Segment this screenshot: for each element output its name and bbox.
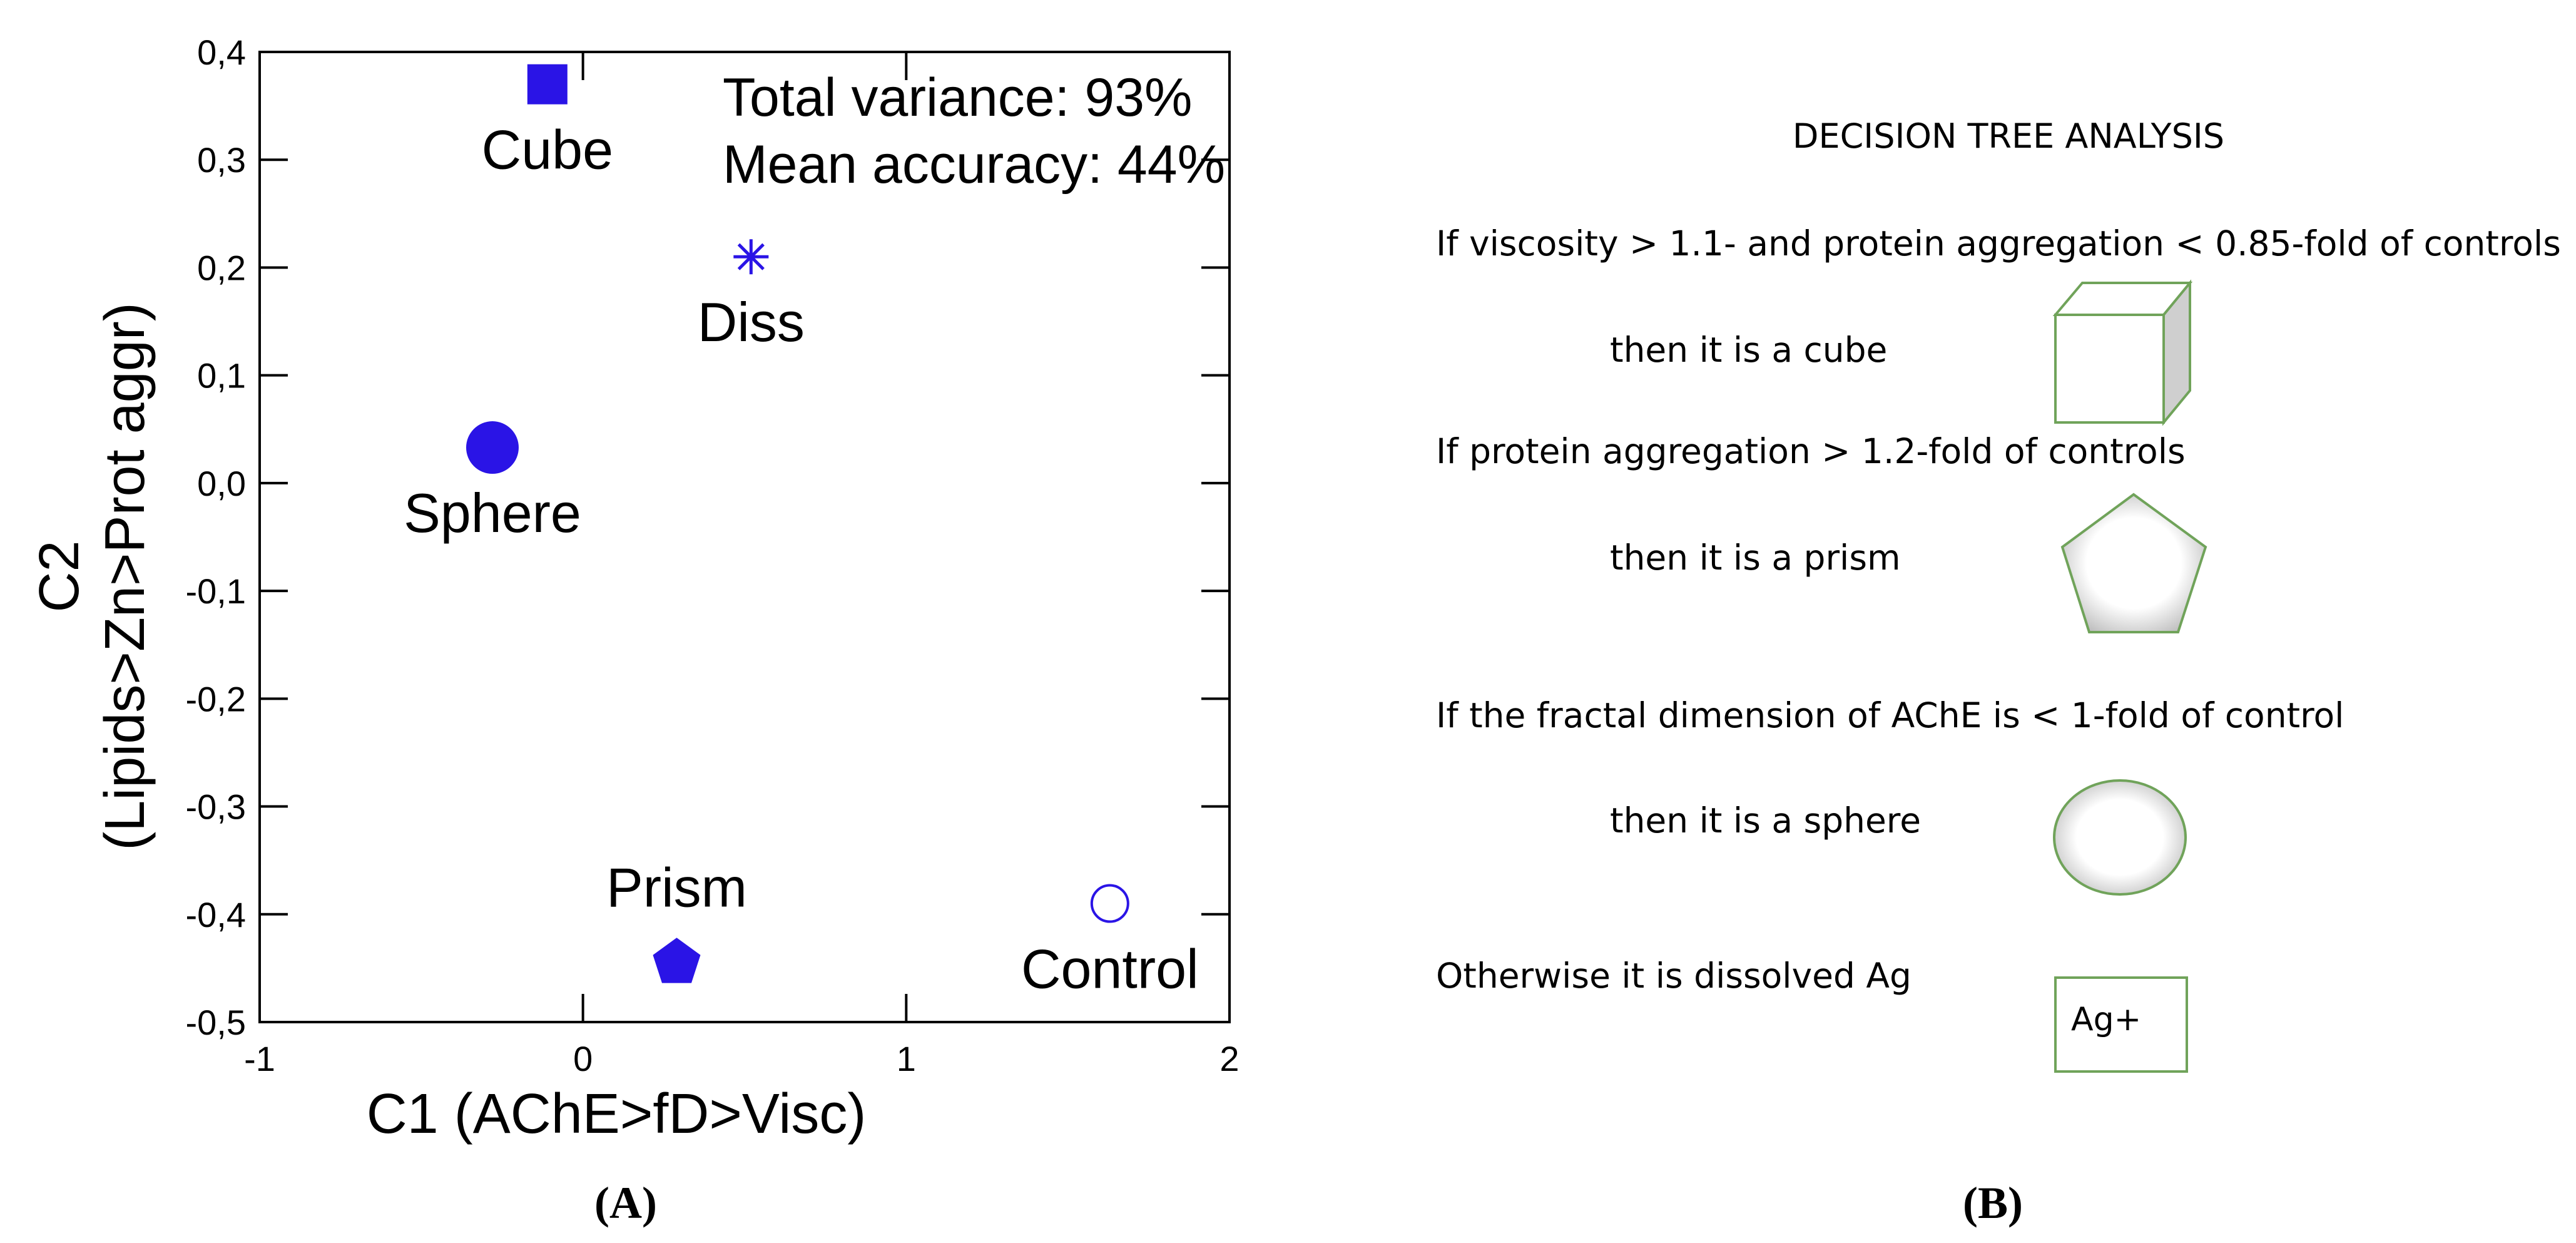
y-tick-label: -0,5: [186, 1003, 247, 1042]
y-tick-label: -0,3: [186, 787, 247, 827]
rule-2-result: then it is a prism: [1610, 538, 1901, 578]
x-tick-label: 0: [573, 1039, 593, 1078]
point-cube-label: Cube: [482, 119, 613, 181]
panel-b-label: (B): [1963, 1178, 2023, 1228]
annotation-mean-accuracy: Mean accuracy: 44%: [723, 135, 1225, 195]
ag-box-label: Ag+: [2071, 1001, 2141, 1038]
point-diss-asterisk-marker: [733, 239, 769, 275]
x-tick-label: 2: [1219, 1039, 1239, 1078]
plot-frame: [258, 51, 1231, 1023]
panel-a-label: (A): [594, 1178, 657, 1228]
x-tick-label: 1: [897, 1039, 916, 1078]
rule-1-condition: If viscosity > 1.1- and protein aggregat…: [1436, 223, 2561, 263]
x-axis: -1 0 1 2: [244, 52, 1240, 1078]
decision-tree-panel: DECISION TREE ANALYSIS If viscosity > 1.…: [1436, 116, 2561, 1228]
scatter-chart: 0,4 0,3 0,2 0,1 0,0 -0,1 -0,2 -0,3 -0,4 -0,5 -1 0 1…: [28, 33, 1240, 1228]
point-prism-label: Prism: [606, 856, 747, 918]
point-sphere-circle-marker: [466, 421, 519, 474]
y-tick-label: -0,2: [186, 679, 247, 719]
point-control-open-circle-marker: [1090, 884, 1129, 923]
cube-icon: [2052, 279, 2193, 426]
decision-tree-title: DECISION TREE ANALYSIS: [1793, 116, 2224, 156]
y-tick-label: -0,4: [186, 895, 247, 934]
point-prism-pentagon-marker: [653, 938, 701, 983]
ag-box-icon: Ag+: [2054, 976, 2188, 1073]
y-tick-label: -0,1: [186, 571, 247, 611]
rule-4-condition: Otherwise it is dissolved Ag: [1436, 956, 1912, 996]
point-control-label: Control: [1021, 938, 1199, 1000]
rule-2-condition: If protein aggregation > 1.2-fold of con…: [1436, 431, 2186, 471]
rule-3-condition: If the fractal dimension of AChE is < 1-…: [1436, 695, 2344, 735]
rule-3-result: then it is a sphere: [1610, 801, 1921, 841]
y-tick-label: 0,4: [197, 33, 246, 72]
y-axis-label-c2: C2: [28, 540, 91, 612]
point-diss-label: Diss: [698, 291, 805, 353]
plot-border: [258, 51, 1231, 1023]
point-sphere-label: Sphere: [404, 482, 581, 544]
data-points: Cube Diss Sphere Prism Control: [404, 64, 1199, 1000]
y-tick-label: 0,2: [197, 248, 246, 287]
y-tick-label: 0,1: [197, 356, 246, 396]
point-cube-square-marker: [527, 64, 568, 105]
sphere-icon: [2053, 779, 2187, 896]
y-axis: 0,4 0,3 0,2 0,1 0,0 -0,1 -0,2 -0,3 -0,4 -0,5: [186, 33, 1229, 1042]
y-tick-label: 0,3: [197, 140, 246, 180]
x-axis-label: C1 (AChE>fD>Visc): [367, 1083, 867, 1145]
y-tick-label: 0,0: [197, 464, 246, 503]
x-tick-label: -1: [244, 1039, 275, 1078]
y-axis-label-components: (Lipids>Zn>Prot aggr): [94, 302, 156, 850]
pentagon-icon: [2060, 493, 2207, 633]
rule-1-result: then it is a cube: [1610, 330, 1887, 370]
annotation-total-variance: Total variance: 93%: [723, 68, 1193, 128]
